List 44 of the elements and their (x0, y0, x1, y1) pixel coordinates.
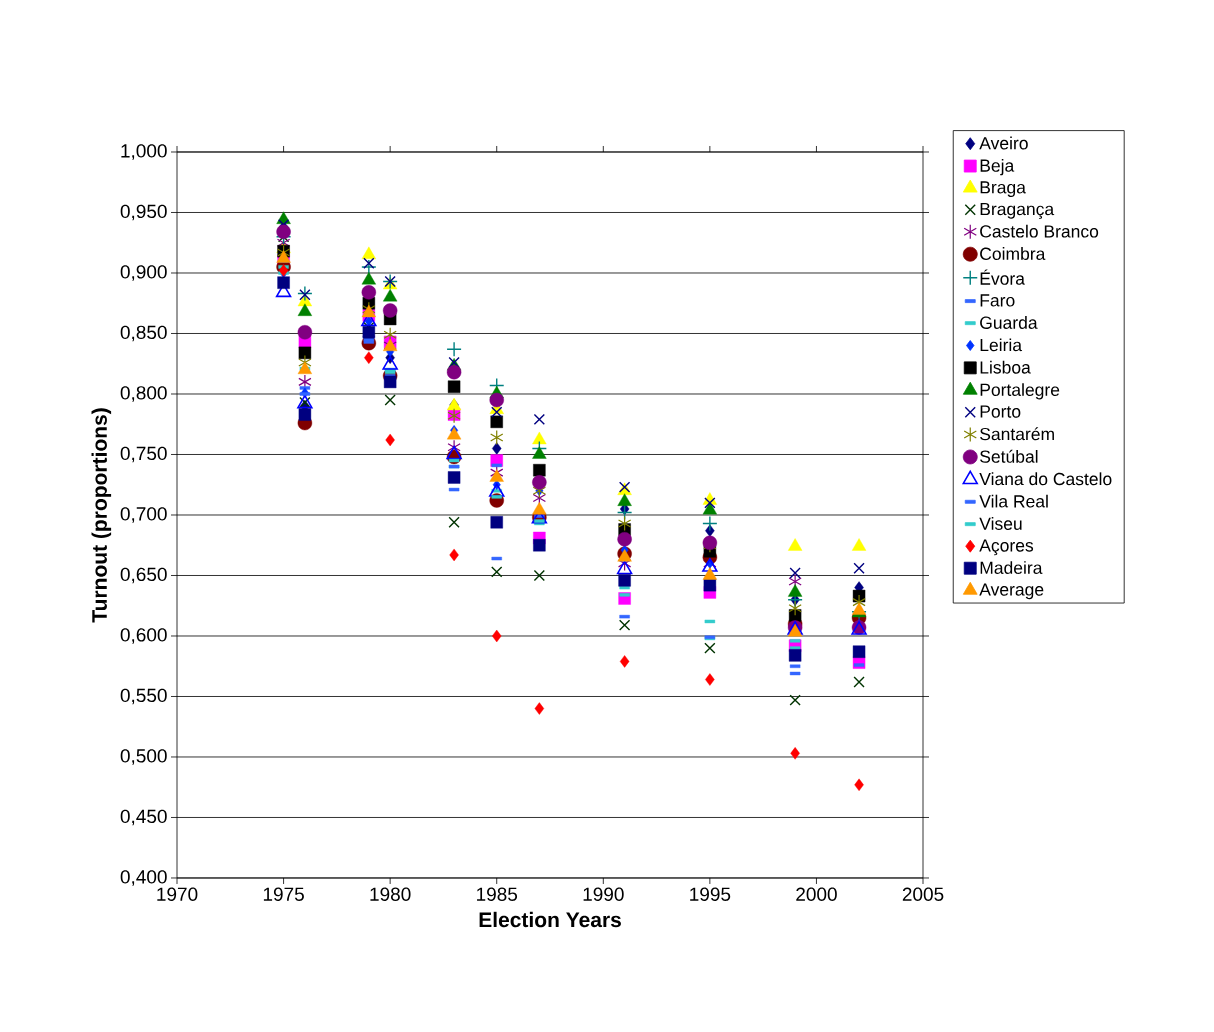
y-tick-label: 0,950 (120, 204, 167, 221)
legend-label: Viseu (979, 517, 1022, 530)
y-tick-label: 1,000 (121, 144, 167, 160)
legend-label: Viana do Castelo (979, 472, 1112, 486)
legend-label: Portalegre (980, 383, 1060, 400)
y-tick-label: 0,450 (120, 809, 167, 826)
x-tick-label: 1985 (477, 887, 518, 901)
legend-label: Guarda (980, 316, 1038, 329)
y-tick-label: 0,650 (120, 567, 167, 584)
legend-label: Setúbal (980, 449, 1038, 463)
y-tick-label: 0,800 (120, 386, 167, 402)
y-tick-label: 0,700 (120, 507, 167, 523)
y-tick-label: 0,550 (120, 688, 167, 705)
legend-label: Madeira (980, 561, 1043, 574)
y-axis-title: Turnout (proportions) (91, 408, 112, 623)
x-tick-label: 1995 (690, 887, 731, 901)
legend-label: Açores (979, 539, 1034, 556)
legend-label: Beja (980, 158, 1015, 176)
y-tick-label: 0,850 (120, 325, 167, 342)
x-tick-label: 2000 (796, 887, 837, 901)
legend-label: Lisboa (980, 360, 1031, 374)
legend-label: Évora (980, 269, 1025, 285)
x-axis-title: Election Years (479, 911, 621, 928)
y-tick-label: 0,600 (120, 628, 167, 644)
x-tick-label: 1980 (370, 887, 411, 901)
x-tick-label: 1990 (583, 887, 624, 901)
legend-label: Coimbra (980, 247, 1046, 260)
legend-label: Braga (980, 181, 1026, 197)
legend-label: Bragança (980, 203, 1055, 219)
y-tick-label: 0,900 (120, 265, 167, 281)
legend-label: Aveiro (979, 136, 1028, 150)
legend-label: Porto (980, 405, 1021, 418)
legend-label: Faro (980, 294, 1015, 307)
legend-label: Santarém (980, 427, 1054, 441)
legend-label: Average (979, 583, 1044, 600)
x-tick-label: 1970 (157, 887, 198, 901)
legend-label: Castelo Branco (980, 224, 1099, 238)
y-tick-label: 0,500 (120, 749, 167, 765)
x-tick-label: 1975 (263, 887, 304, 901)
y-tick-label: 0,400 (120, 870, 167, 886)
y-tick-label: 0,750 (120, 446, 167, 463)
legend-label: Leiria (980, 338, 1023, 352)
x-tick-label: 2005 (902, 887, 944, 901)
legend-label: Vila Real (979, 494, 1048, 508)
